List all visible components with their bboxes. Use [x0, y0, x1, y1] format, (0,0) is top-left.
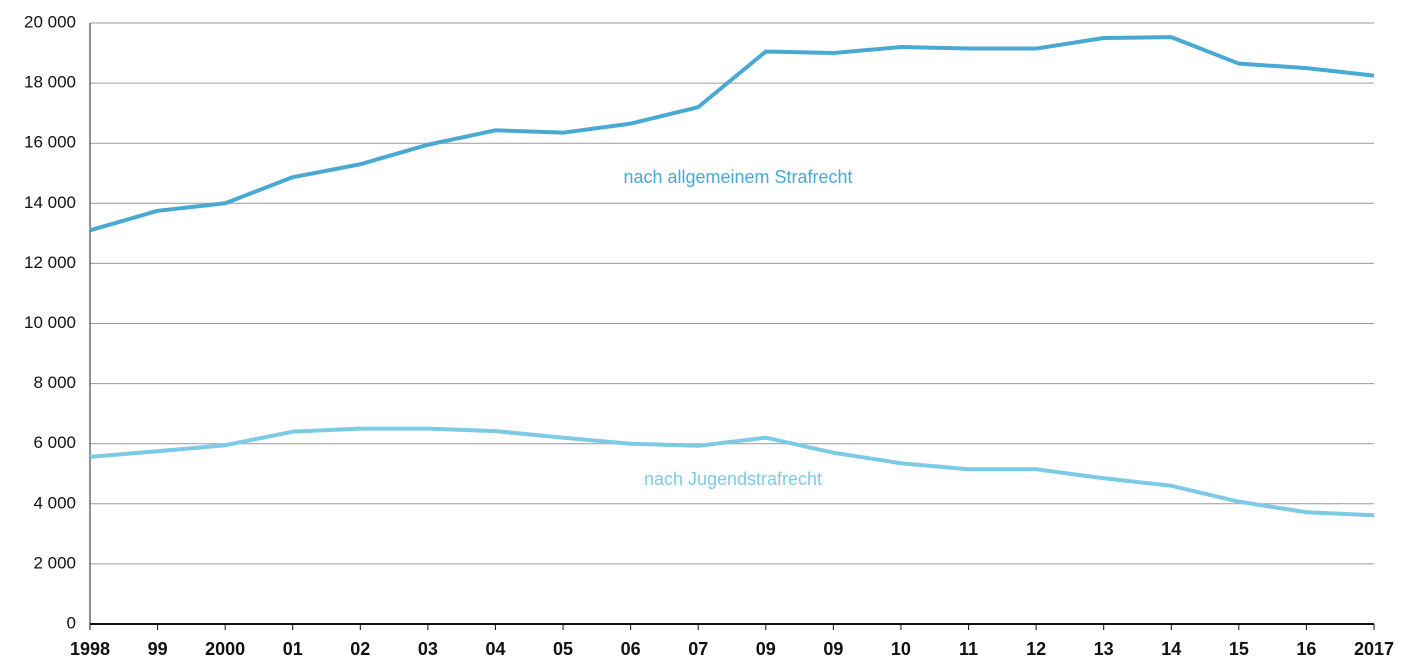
x-tick-label: 09 [823, 639, 843, 659]
x-tick-label: 01 [283, 639, 303, 659]
y-tick-label: 14 000 [24, 193, 76, 212]
x-tick-label: 2000 [205, 639, 245, 659]
x-tick-label: 07 [688, 639, 708, 659]
x-tick-label: 16 [1296, 639, 1316, 659]
y-tick-label: 6 000 [33, 433, 76, 452]
x-tick-label: 15 [1229, 639, 1249, 659]
x-tick-label: 10 [891, 639, 911, 659]
y-tick-label: 12 000 [24, 253, 76, 272]
y-tick-label: 8 000 [33, 373, 76, 392]
x-tick-label: 03 [418, 639, 438, 659]
x-tick-label: 09 [756, 639, 776, 659]
series-label: nach Jugendstrafrecht [644, 469, 822, 489]
x-tick-label: 05 [553, 639, 573, 659]
x-tick-label: 04 [485, 639, 505, 659]
y-tick-label: 4 000 [33, 493, 76, 512]
x-tick-label: 14 [1161, 639, 1181, 659]
x-tick-label: 13 [1094, 639, 1114, 659]
x-tick-label: 1998 [70, 639, 110, 659]
x-tick-label: 11 [959, 639, 978, 659]
series-label: nach allgemeinem Strafrecht [623, 167, 852, 187]
y-tick-label: 0 [67, 613, 76, 632]
x-tick-label: 06 [621, 639, 641, 659]
y-tick-label: 16 000 [24, 133, 76, 152]
x-tick-label: 2017 [1354, 639, 1394, 659]
line [89, 35, 1375, 233]
y-tick-label: 20 000 [24, 12, 76, 31]
y-tick-label: 2 000 [33, 553, 76, 572]
x-tick-label: 99 [148, 639, 168, 659]
x-tick-label: 12 [1026, 639, 1046, 659]
y-tick-label: 18 000 [24, 73, 76, 92]
line [89, 426, 1375, 518]
y-tick-label: 10 000 [24, 313, 76, 332]
x-tick-label: 02 [350, 639, 370, 659]
